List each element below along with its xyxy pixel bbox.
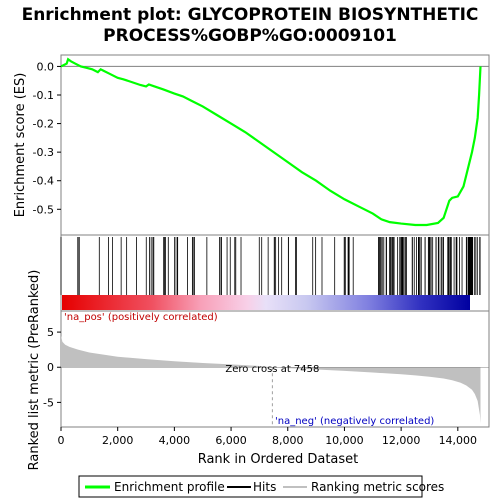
x-tick-label: 2,000: [102, 434, 134, 447]
x-axis-label: Rank in Ordered Dataset: [198, 452, 359, 467]
metric-y-axis: 5 0 -5: [43, 326, 61, 409]
x-tick-label: 10,000: [325, 434, 364, 447]
es-y-tick-label: -0.4: [33, 175, 54, 188]
x-tick-label: 14,000: [439, 434, 478, 447]
metric-y-tick-label: 0: [47, 361, 54, 374]
x-tick-label: 6,000: [215, 434, 247, 447]
es-y-tick-label: -0.2: [33, 118, 54, 131]
metric-y-axis-label: Ranked list metric (PreRanked): [27, 270, 42, 471]
metric-y-tick-label: -5: [43, 396, 54, 409]
es-y-axis-label: Enrichment score (ES): [13, 73, 28, 218]
es-y-tick-label: -0.1: [33, 89, 54, 102]
x-axis: 0 2,000 4,000 6,000 8,000 10,000 12,000 14,000: [58, 427, 478, 447]
metric-y-tick-label: 5: [47, 326, 54, 339]
legend-enrichment-label: Enrichment profile: [114, 480, 225, 494]
hit-marks: [60, 237, 481, 295]
legend-metric-label: Ranking metric scores: [311, 480, 444, 494]
chart-title-line2: PROCESS%GOBP%GO:0009101: [103, 26, 397, 46]
legend: Enrichment profile Hits Ranking metric s…: [78, 475, 444, 498]
es-panel: [60, 54, 490, 236]
positive-correlation-label: 'na_pos' (positively correlated): [64, 312, 218, 323]
es-y-tick-label: -0.3: [33, 146, 54, 159]
es-y-tick-label: 0.0: [37, 60, 55, 73]
x-tick-label: 0: [58, 434, 65, 447]
es-y-axis: 0.0 -0.1 -0.2 -0.3 -0.4 -0.5: [33, 60, 61, 216]
chart-title-line1: Enrichment plot: GLYCOPROTEIN BIOSYNTHET…: [22, 5, 479, 25]
legend-hits-label: Hits: [253, 480, 276, 494]
ranking-color-bar: [62, 295, 470, 310]
negative-correlation-label: 'na_neg' (negatively correlated): [275, 416, 434, 427]
enrichment-profile-line: [60, 57, 482, 227]
x-tick-label: 4,000: [159, 434, 191, 447]
zero-cross-label: Zero cross at 7458: [225, 364, 319, 375]
x-tick-label: 8,000: [272, 434, 304, 447]
es-y-tick-label: -0.5: [33, 203, 54, 216]
x-tick-label: 12,000: [382, 434, 421, 447]
